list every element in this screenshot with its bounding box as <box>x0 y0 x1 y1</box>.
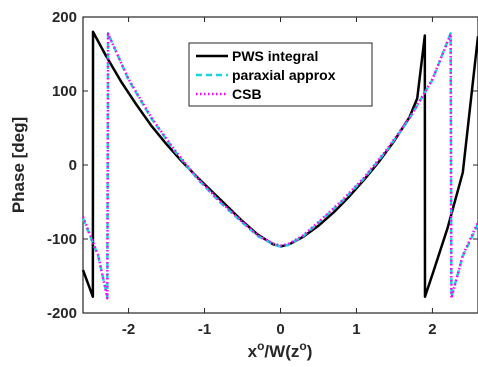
series-layer <box>81 30 478 300</box>
x-tick-label: -1 <box>198 321 211 338</box>
legend: PWS integral paraxial approx CSB <box>188 42 373 107</box>
x-tick-label: 2 <box>428 321 436 338</box>
legend-label-csb: CSB <box>232 86 262 102</box>
x-axis-label-sup2: o <box>299 339 306 353</box>
axis-ticks: -2 -1 0 1 2 -200 -100 0 100 200 <box>47 9 478 338</box>
y-tick-label: -100 <box>47 231 77 248</box>
legend-label-pws: PWS integral <box>232 48 318 64</box>
y-tick-label: -200 <box>47 305 77 322</box>
x-tick-label: -2 <box>122 321 135 338</box>
y-tick-label: 0 <box>69 157 77 174</box>
x-axis-label-part2: /W(z <box>264 342 299 361</box>
series-line-csb <box>81 32 478 300</box>
series-line-pws-integral <box>81 30 478 298</box>
y-tick-label: 100 <box>52 83 77 100</box>
y-tick-label: 200 <box>52 9 77 26</box>
y-axis-label: Phase [deg] <box>9 117 28 213</box>
x-axis-label: xo/W(zo) <box>248 339 313 361</box>
x-tick-label: 1 <box>352 321 360 338</box>
legend-label-paraxial: paraxial approx <box>232 67 336 83</box>
x-axis-label-part3: ) <box>307 342 313 361</box>
x-axis-label-sup1: o <box>257 339 264 353</box>
x-tick-label: 0 <box>276 321 284 338</box>
x-axis-label-part1: x <box>248 342 258 361</box>
